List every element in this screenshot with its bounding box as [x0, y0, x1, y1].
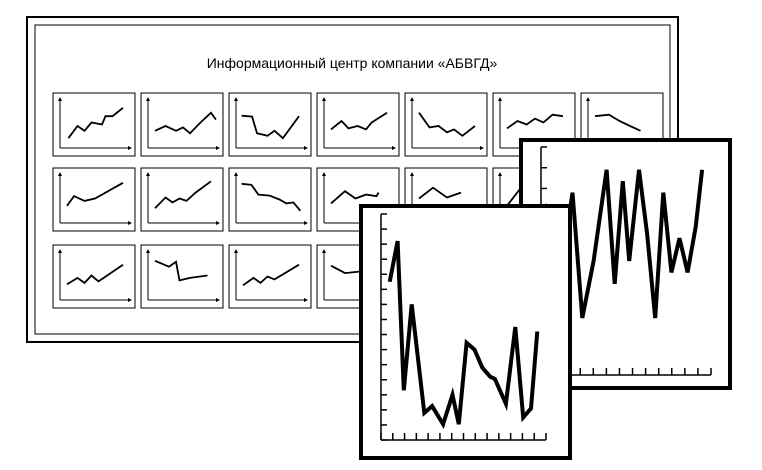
mini-y-arrow	[234, 97, 238, 101]
mini-chart	[316, 92, 400, 157]
mini-chart-line	[418, 186, 462, 200]
mini-y-arrow	[410, 172, 414, 176]
mini-chart	[140, 92, 224, 157]
mini-chart-line	[66, 263, 124, 286]
mini-chart-line	[67, 107, 124, 139]
mini-chart-frame	[316, 92, 400, 157]
mini-chart-line	[154, 111, 217, 135]
mini-chart-line	[66, 182, 124, 207]
dashboard-title: Информационный центр компании «АБВГД»	[207, 55, 498, 71]
mini-y-arrow	[234, 249, 238, 253]
mini-chart-frame	[140, 244, 224, 309]
mini-x-arrow	[128, 298, 132, 302]
mini-y-arrow	[58, 172, 62, 176]
detail-chart-line	[543, 169, 705, 319]
mini-y-arrow	[146, 97, 150, 101]
mini-chart-frame	[140, 92, 224, 157]
mini-y-arrow	[58, 249, 62, 253]
mini-chart-line	[154, 180, 212, 209]
mini-chart-line	[330, 111, 388, 131]
mini-x-arrow	[128, 146, 132, 150]
detail-chart-line	[387, 240, 540, 429]
mini-y-arrow	[322, 97, 326, 101]
mini-x-arrow	[304, 146, 308, 150]
mini-y-arrow	[146, 249, 150, 253]
mini-chart-line	[242, 263, 300, 287]
mini-chart	[228, 92, 312, 157]
mini-chart	[52, 244, 136, 309]
mini-chart	[404, 92, 488, 157]
mini-chart-line	[330, 264, 360, 275]
mini-chart	[52, 92, 136, 157]
mini-y-arrow	[322, 249, 326, 253]
mini-y-arrow	[586, 97, 590, 101]
mini-y-arrow	[146, 172, 150, 176]
mini-chart	[140, 167, 224, 232]
mini-chart-line	[241, 182, 302, 212]
mini-chart-line	[241, 114, 300, 140]
mini-chart	[52, 167, 136, 232]
mini-x-arrow	[304, 298, 308, 302]
mini-chart-frame	[228, 167, 312, 232]
mini-x-arrow	[480, 146, 484, 150]
mini-x-arrow	[216, 298, 220, 302]
mini-chart-line	[154, 259, 208, 282]
mini-x-arrow	[216, 221, 220, 225]
mini-chart-frame	[52, 92, 136, 157]
mini-chart-line	[330, 190, 380, 205]
mini-y-arrow	[410, 97, 414, 101]
mini-chart	[228, 244, 312, 309]
mini-y-arrow	[58, 97, 62, 101]
mini-x-arrow	[216, 146, 220, 150]
mini-y-arrow	[498, 172, 502, 176]
mini-chart-frame	[404, 92, 488, 157]
mini-y-arrow	[234, 172, 238, 176]
mini-chart-frame	[228, 244, 312, 309]
mini-x-arrow	[128, 221, 132, 225]
mini-chart-line	[418, 112, 476, 137]
detail-chart-front	[359, 204, 572, 460]
mini-chart	[228, 167, 312, 232]
mini-x-arrow	[304, 221, 308, 225]
mini-y-arrow	[322, 172, 326, 176]
mini-x-arrow	[392, 146, 396, 150]
mini-chart-line	[506, 113, 564, 130]
mini-chart	[140, 244, 224, 309]
mini-chart-line	[594, 113, 641, 132]
mini-chart-frame	[228, 92, 312, 157]
mini-y-arrow	[498, 97, 502, 101]
